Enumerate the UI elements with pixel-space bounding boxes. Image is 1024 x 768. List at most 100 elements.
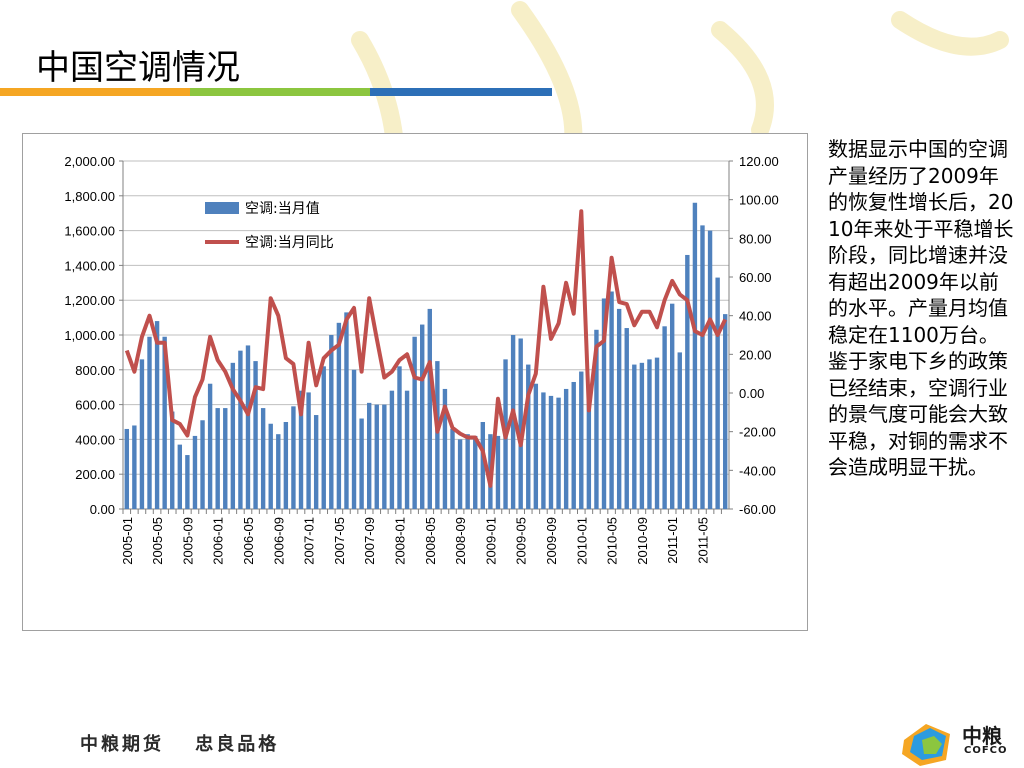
bar [283, 422, 289, 509]
bar [344, 312, 349, 509]
bar [465, 434, 470, 509]
footer-company: 中粮期货 [80, 734, 164, 755]
bar [223, 408, 228, 509]
left-axis-tick-label: 400.00 [75, 432, 115, 447]
bar [382, 404, 387, 509]
x-axis-tick-label: 2007-05 [332, 517, 347, 565]
bar [586, 387, 592, 509]
bar [442, 388, 448, 509]
x-axis-tick-label: 2006-09 [271, 517, 286, 565]
right-axis-tick-label: -60.00 [739, 502, 776, 517]
bar [563, 388, 569, 509]
bar [533, 383, 539, 509]
right-axis-tick-label: 20.00 [739, 347, 772, 362]
cofco-logo-icon [902, 724, 950, 766]
bar [351, 369, 357, 509]
bar [132, 425, 137, 509]
bar [170, 411, 175, 509]
bar [457, 439, 463, 509]
bar [230, 362, 236, 509]
bar [632, 364, 637, 509]
right-axis-tick-label: 0.00 [739, 386, 764, 401]
legend-label-line: 空调:当月同比 [245, 235, 334, 251]
right-axis-tick-label: 80.00 [739, 231, 772, 246]
bar [412, 336, 417, 509]
right-axis-tick-label: -20.00 [739, 425, 776, 440]
bar [427, 308, 432, 509]
bar [268, 423, 273, 509]
logo-subtext: COFCO [964, 745, 1008, 756]
bar [473, 435, 478, 509]
x-axis-tick-label: 2010-01 [574, 517, 589, 565]
bar [359, 418, 364, 509]
x-axis-tick-label: 2005-05 [150, 517, 165, 565]
right-axis-tick-label: 100.00 [739, 193, 779, 208]
bar [526, 364, 531, 509]
right-axis-tick-label: 60.00 [739, 270, 772, 285]
bar [298, 390, 304, 509]
slide-title: 中国空调情况 [36, 48, 240, 88]
bar [124, 428, 129, 509]
x-axis-tick-label: 2009-05 [514, 517, 529, 565]
bar [291, 406, 296, 509]
bar [556, 397, 561, 509]
bar [707, 230, 713, 509]
x-axis-tick-label: 2010-05 [605, 517, 620, 565]
bar [677, 352, 682, 509]
bar [374, 404, 379, 509]
left-axis-tick-label: 600.00 [75, 398, 115, 413]
bar [389, 390, 395, 509]
bar [669, 303, 675, 509]
legend-label-bar: 空调:当月值 [245, 201, 320, 217]
right-axis-tick-label: -40.00 [739, 463, 776, 478]
bar [139, 359, 145, 509]
yoy-line [124, 209, 727, 488]
bar [480, 422, 486, 509]
bar [639, 362, 645, 509]
legend-swatch-bar [205, 202, 239, 214]
bar [329, 335, 334, 509]
x-axis-tick-label: 2008-01 [392, 517, 407, 565]
bar [685, 254, 690, 509]
bar [366, 402, 372, 509]
x-axis-tick-label: 2011-01 [665, 517, 680, 564]
bar [147, 336, 152, 509]
bar [518, 338, 523, 509]
commentary-text: 数据显示中国的空调产量经历了2009年的恢复性增长后，2010年来处于平稳增长阶… [828, 137, 1014, 479]
x-axis-tick-label: 2010-09 [635, 517, 650, 565]
left-axis-tick-label: 800.00 [75, 363, 115, 378]
right-axis-tick-label: 40.00 [739, 309, 772, 324]
bar [397, 366, 402, 509]
bar [253, 361, 258, 509]
bar [601, 298, 607, 509]
footer-motto: 忠良品格 [195, 734, 280, 755]
left-axis-tick-label: 1,800.00 [64, 189, 115, 204]
bar [238, 350, 243, 509]
bar [609, 291, 614, 509]
left-axis-tick-label: 1,000.00 [64, 328, 115, 343]
x-axis-tick-label: 2009-01 [483, 517, 498, 565]
left-axis-tick-label: 1,600.00 [64, 224, 115, 239]
bar [313, 415, 319, 509]
x-axis-tick-label: 2008-05 [423, 517, 438, 565]
bar [162, 336, 167, 509]
bar [185, 455, 190, 509]
left-axis-tick-label: 2,000.00 [64, 154, 115, 169]
x-axis-tick-label: 2007-09 [362, 517, 377, 565]
left-axis-tick-label: 200.00 [75, 467, 115, 482]
bar [495, 435, 501, 509]
bar [624, 328, 629, 509]
bar [541, 392, 546, 509]
left-axis-tick-label: 1,200.00 [64, 293, 115, 308]
x-axis-tick-label: 2007-01 [302, 517, 317, 565]
bar [404, 390, 410, 509]
bar [662, 326, 667, 509]
bar [177, 444, 183, 509]
x-axis-tick-label: 2005-01 [120, 517, 135, 565]
footer-slogan: 中粮期货 忠良品格 [80, 730, 301, 756]
bar [579, 371, 584, 509]
bar [510, 335, 516, 509]
bar [420, 324, 425, 509]
x-axis-tick-label: 2006-01 [211, 517, 226, 565]
bar [154, 321, 160, 509]
